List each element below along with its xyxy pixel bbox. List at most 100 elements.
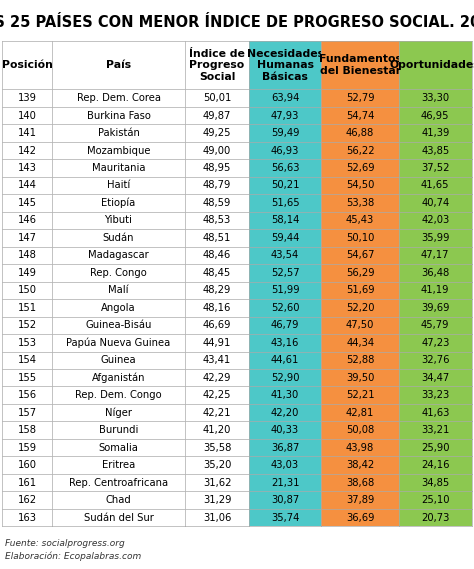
Text: 155: 155 [18, 373, 36, 383]
Text: 144: 144 [18, 180, 36, 191]
Text: 31,06: 31,06 [203, 513, 231, 522]
Text: 42,20: 42,20 [271, 408, 299, 418]
Text: Chad: Chad [106, 495, 131, 505]
Text: 140: 140 [18, 110, 36, 121]
Text: 35,99: 35,99 [421, 233, 449, 243]
Text: 34,47: 34,47 [421, 373, 449, 383]
Text: 43,41: 43,41 [203, 355, 231, 365]
Text: 56,63: 56,63 [271, 163, 300, 173]
Text: 45,79: 45,79 [421, 320, 449, 331]
Text: 41,65: 41,65 [421, 180, 449, 191]
Text: 52,60: 52,60 [271, 303, 300, 313]
Text: Papúa Nueva Guinea: Papúa Nueva Guinea [66, 337, 171, 348]
Text: Madagascar: Madagascar [88, 250, 149, 261]
Text: 37,89: 37,89 [346, 495, 374, 505]
Text: 160: 160 [18, 460, 36, 470]
Text: 52,88: 52,88 [346, 355, 374, 365]
Text: 31,62: 31,62 [203, 477, 231, 488]
Text: Rep. Congo: Rep. Congo [90, 268, 147, 278]
Text: 48,29: 48,29 [203, 285, 231, 295]
Text: 50,08: 50,08 [346, 425, 374, 435]
Text: 47,93: 47,93 [271, 110, 299, 121]
Text: Afganistán: Afganistán [92, 373, 145, 383]
Text: Índice de
Progreso
Social: Índice de Progreso Social [189, 48, 245, 82]
Text: Malí: Malí [108, 285, 129, 295]
Text: 157: 157 [18, 408, 36, 418]
Text: 148: 148 [18, 250, 36, 261]
Text: Rep. Centroafricana: Rep. Centroafricana [69, 477, 168, 488]
Text: 52,21: 52,21 [346, 390, 374, 400]
Text: 38,68: 38,68 [346, 477, 374, 488]
Text: Etiopía: Etiopía [101, 197, 136, 208]
Text: 146: 146 [18, 216, 36, 225]
Text: Burkina Faso: Burkina Faso [87, 110, 150, 121]
Text: Elaboración: Ecopalabras.com: Elaboración: Ecopalabras.com [5, 552, 141, 562]
Text: 36,69: 36,69 [346, 513, 374, 522]
Text: 39,50: 39,50 [346, 373, 374, 383]
Text: 142: 142 [18, 146, 36, 155]
Text: Mauritania: Mauritania [92, 163, 145, 173]
Text: 158: 158 [18, 425, 36, 435]
Text: 44,61: 44,61 [271, 355, 299, 365]
Text: 48,45: 48,45 [203, 268, 231, 278]
Text: 47,17: 47,17 [421, 250, 449, 261]
Text: 59,44: 59,44 [271, 233, 299, 243]
Text: 162: 162 [18, 495, 36, 505]
Text: Haití: Haití [107, 180, 130, 191]
Text: 154: 154 [18, 355, 36, 365]
Text: 42,81: 42,81 [346, 408, 374, 418]
Text: 145: 145 [18, 198, 36, 208]
Text: Rep. Dem. Congo: Rep. Dem. Congo [75, 390, 162, 400]
Text: 161: 161 [18, 477, 36, 488]
Text: Guinea: Guinea [100, 355, 137, 365]
Text: 35,74: 35,74 [271, 513, 299, 522]
Text: 20,73: 20,73 [421, 513, 449, 522]
Text: 25,10: 25,10 [421, 495, 449, 505]
Text: 46,95: 46,95 [421, 110, 449, 121]
Text: Guinea-Bisáu: Guinea-Bisáu [85, 320, 152, 331]
Text: LOS 25 PAÍSES CON MENOR ÍNDICE DE PROGRESO SOCIAL. 2020: LOS 25 PAÍSES CON MENOR ÍNDICE DE PROGRE… [0, 15, 474, 30]
Text: 52,79: 52,79 [346, 93, 374, 103]
Text: 49,25: 49,25 [203, 128, 231, 138]
Text: 43,98: 43,98 [346, 443, 374, 453]
Text: 54,50: 54,50 [346, 180, 374, 191]
Text: 46,93: 46,93 [271, 146, 299, 155]
Text: 38,42: 38,42 [346, 460, 374, 470]
Text: 30,87: 30,87 [271, 495, 299, 505]
Text: 141: 141 [18, 128, 36, 138]
Text: 49,00: 49,00 [203, 146, 231, 155]
Text: 32,76: 32,76 [421, 355, 449, 365]
Text: 50,01: 50,01 [203, 93, 231, 103]
Text: 43,03: 43,03 [271, 460, 299, 470]
Text: 48,46: 48,46 [203, 250, 231, 261]
Text: Eritrea: Eritrea [102, 460, 135, 470]
Text: 42,29: 42,29 [203, 373, 231, 383]
Text: 149: 149 [18, 268, 36, 278]
Text: 42,21: 42,21 [203, 408, 231, 418]
Text: Burundi: Burundi [99, 425, 138, 435]
Text: 42,03: 42,03 [421, 216, 449, 225]
Text: 48,51: 48,51 [203, 233, 231, 243]
Text: 43,16: 43,16 [271, 338, 299, 348]
Text: País: País [106, 60, 131, 70]
Text: 24,16: 24,16 [421, 460, 449, 470]
Text: 52,69: 52,69 [346, 163, 374, 173]
Text: 51,65: 51,65 [271, 198, 300, 208]
Text: 48,79: 48,79 [203, 180, 231, 191]
Text: Sudán del Sur: Sudán del Sur [83, 513, 154, 522]
Text: 49,87: 49,87 [203, 110, 231, 121]
Text: 40,74: 40,74 [421, 198, 449, 208]
Text: 48,59: 48,59 [203, 198, 231, 208]
Text: 143: 143 [18, 163, 36, 173]
Text: Somalia: Somalia [99, 443, 138, 453]
Text: Pakistán: Pakistán [98, 128, 139, 138]
Text: 54,67: 54,67 [346, 250, 374, 261]
Text: 41,19: 41,19 [421, 285, 449, 295]
Text: Necesidades
Humanas
Básicas: Necesidades Humanas Básicas [246, 48, 324, 82]
Text: 48,95: 48,95 [203, 163, 231, 173]
Text: Yibuti: Yibuti [105, 216, 132, 225]
Text: Níger: Níger [105, 407, 132, 418]
Text: 34,85: 34,85 [421, 477, 449, 488]
Text: 46,69: 46,69 [203, 320, 231, 331]
Text: 63,94: 63,94 [271, 93, 299, 103]
